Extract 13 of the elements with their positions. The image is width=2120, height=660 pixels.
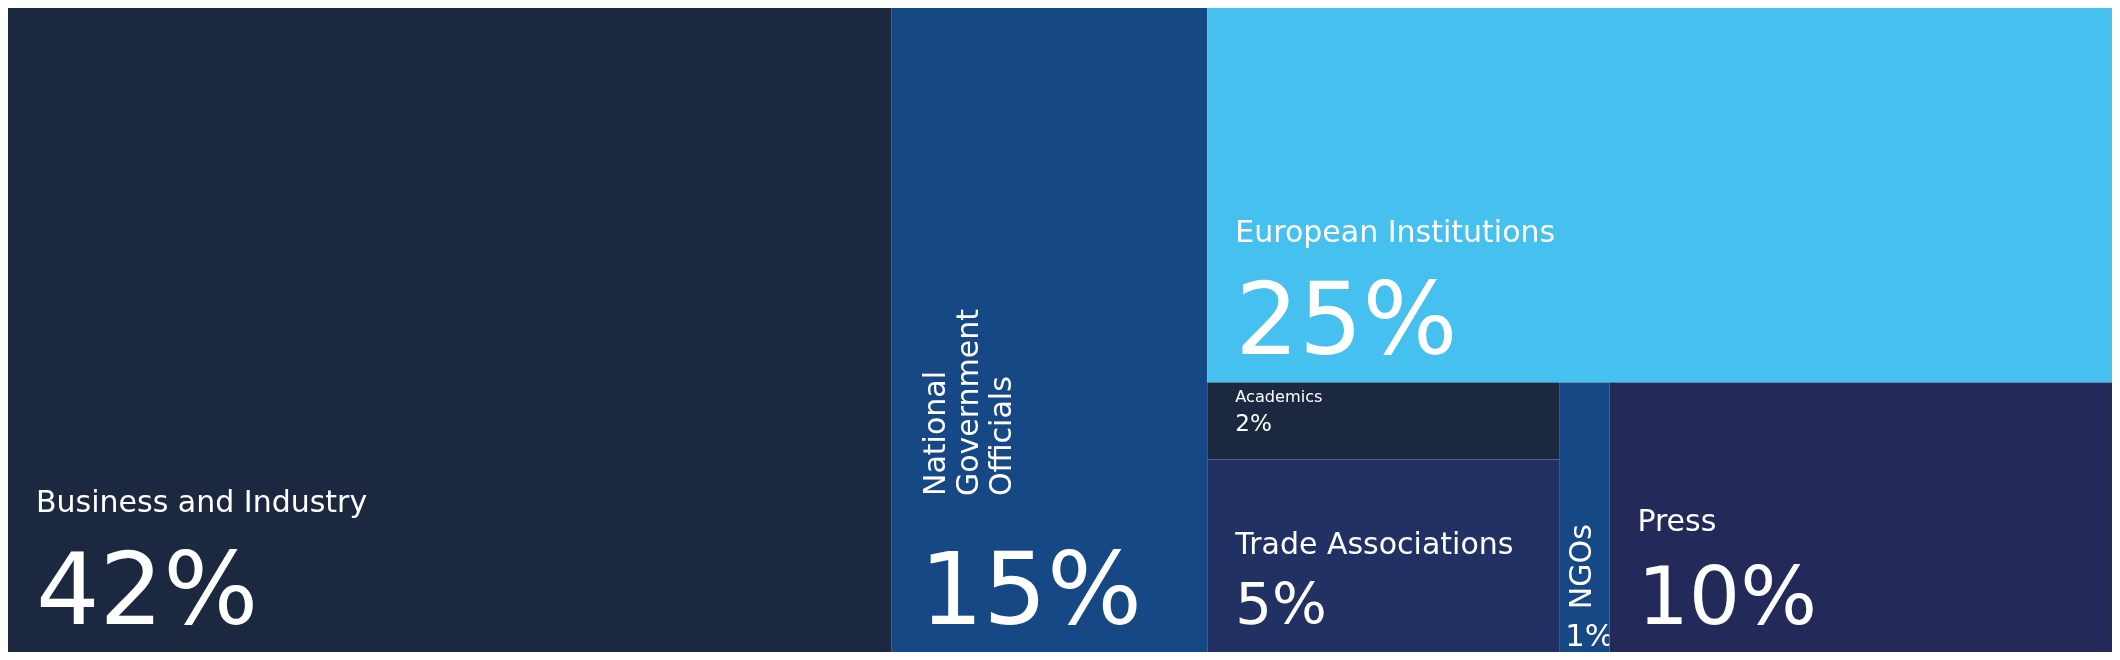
data-label: 5%	[1235, 570, 1327, 638]
data-label: 15%	[919, 531, 1142, 648]
data-label: 2%	[1235, 410, 1272, 437]
category-label: Academics	[1235, 386, 1323, 406]
category-label: European Institutions	[1235, 214, 1556, 250]
category-label: Press	[1637, 503, 1717, 539]
category-label: Trade Associations	[1234, 526, 1514, 562]
data-label: 10%	[1637, 549, 1818, 643]
category-label: NGOs	[1562, 524, 1598, 610]
category-label: Business and Industry	[36, 484, 368, 519]
data-label: 25%	[1235, 261, 1458, 379]
data-label: 42%	[36, 531, 259, 648]
category-label: National Government Officials	[917, 308, 1019, 496]
